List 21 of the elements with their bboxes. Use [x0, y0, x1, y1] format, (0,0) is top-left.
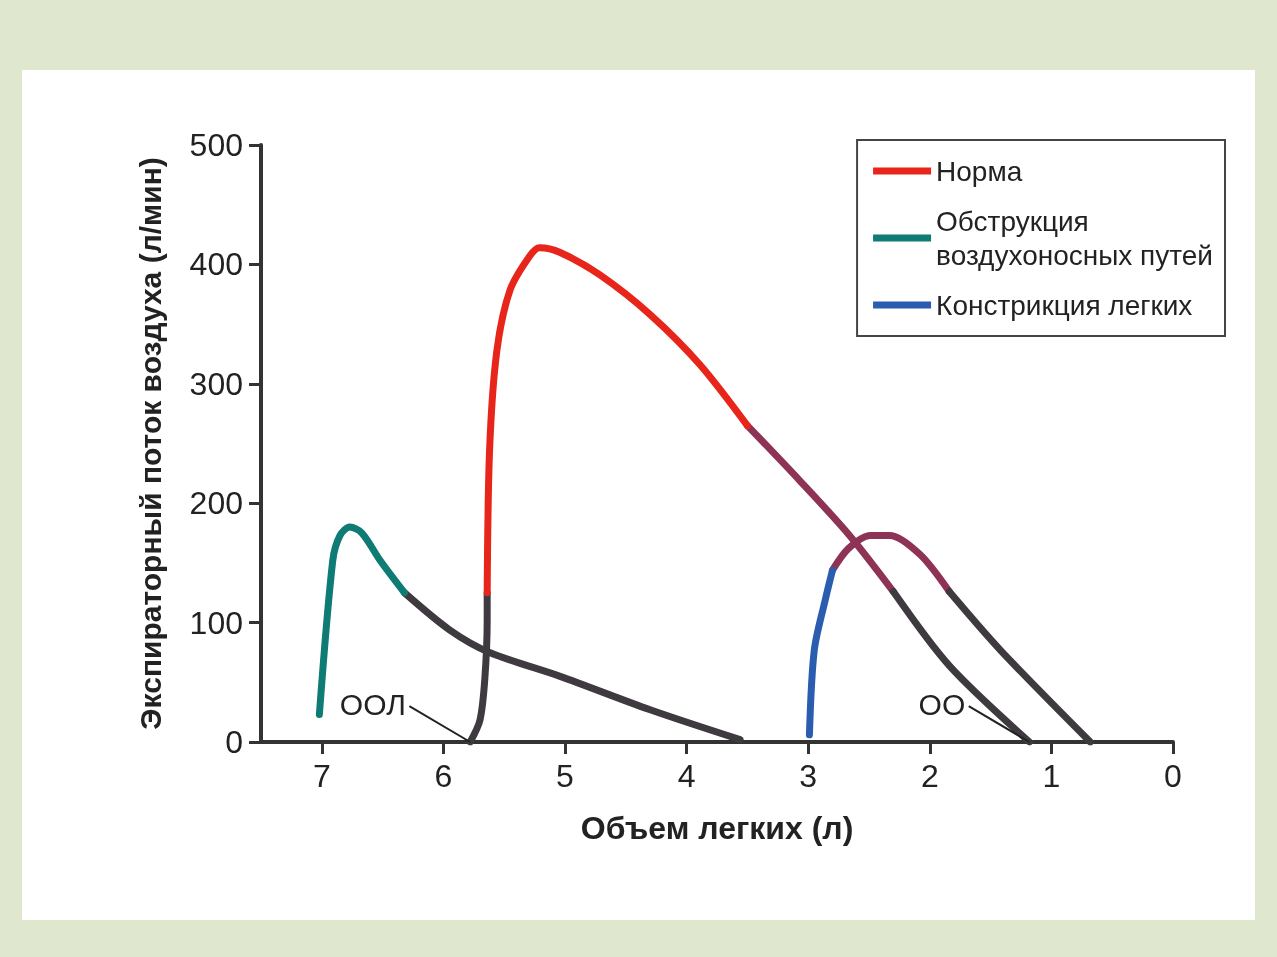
annotation: ОО: [918, 687, 966, 721]
y-tick-label: 500: [189, 127, 243, 163]
x-tick-label: 6: [434, 758, 453, 794]
annotation: ООЛ: [339, 687, 406, 721]
x-tick-label: 7: [312, 758, 331, 794]
legend-label: Обструкция воздухоносных путей: [936, 205, 1214, 271]
legend-label: Норма: [936, 155, 1023, 187]
x-tick-label: 3: [799, 758, 818, 794]
x-axis-title: Объем легких (л): [580, 810, 854, 846]
y-tick-label: 100: [189, 604, 243, 641]
y-tick-label: 300: [189, 365, 243, 402]
y-tick-label: 200: [189, 485, 243, 522]
y-tick-label: 0: [225, 724, 243, 760]
legend-label: Констрикция легких: [936, 289, 1193, 321]
x-tick-label: 5: [556, 758, 574, 794]
x-tick-label: 1: [1042, 758, 1061, 794]
x-tick-label: 0: [1164, 758, 1182, 794]
x-tick-label: 4: [677, 758, 696, 794]
y-axis-title: Экспираторный поток воздуха (л/мин): [133, 157, 167, 730]
x-tick-label: 2: [920, 758, 939, 794]
y-tick-label: 400: [189, 246, 243, 283]
